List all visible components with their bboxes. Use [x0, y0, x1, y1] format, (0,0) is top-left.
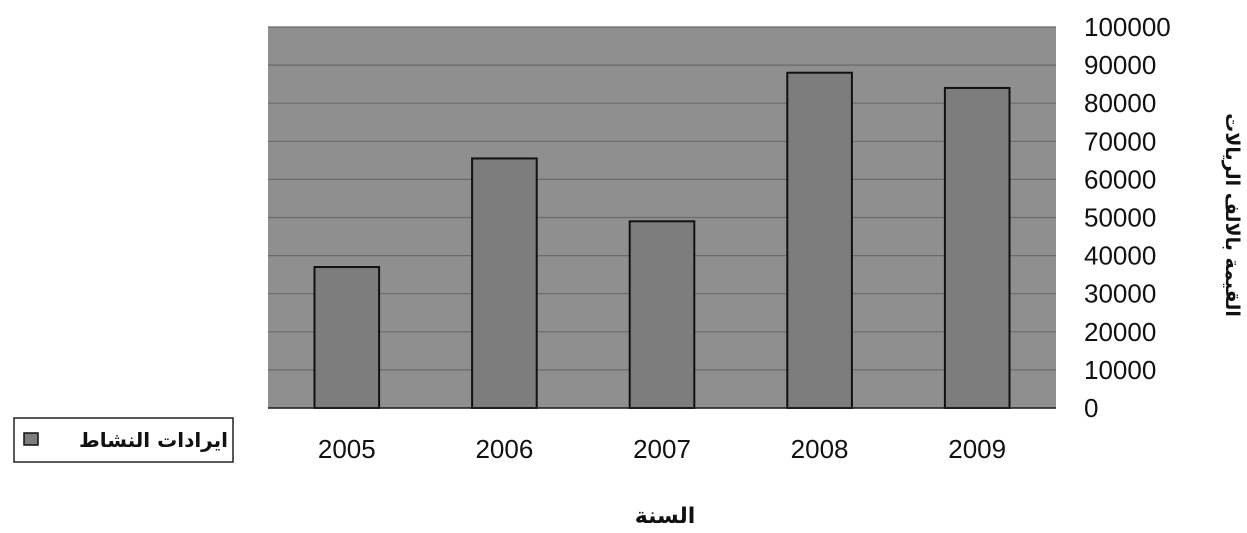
legend-frame: [13, 417, 234, 463]
y-tick-label: 0: [1084, 393, 1098, 423]
x-axis-title: السنة: [635, 504, 696, 529]
y-tick-label: 10000: [1084, 355, 1156, 385]
y-tick-label: 40000: [1084, 241, 1156, 271]
x-tick-label: 2005: [318, 434, 376, 464]
x-tick-label: 2006: [475, 434, 533, 464]
y-tick-label: 50000: [1084, 203, 1156, 233]
bars: [268, 71, 1056, 410]
y-tick-label: 80000: [1084, 88, 1156, 118]
bar-2006: [471, 157, 538, 409]
bar-2007: [628, 220, 696, 409]
y-tick-label: 70000: [1084, 126, 1156, 156]
y-tick-label: 60000: [1084, 164, 1156, 194]
x-tick-labels: 2005 2006 2007 2008 2009: [318, 434, 1006, 464]
legend-swatch: [23, 432, 39, 446]
y-tick-label: 90000: [1084, 50, 1156, 80]
bar-2009: [943, 86, 1011, 410]
x-tick-label: 2009: [948, 434, 1006, 464]
y-tick-label: 20000: [1084, 317, 1156, 347]
x-tick-label: 2008: [791, 434, 849, 464]
y-tick-labels: 0 10000 20000 30000 40000 50000 60000 70000 8000…: [1084, 12, 1171, 423]
bar-2008: [786, 71, 853, 409]
y-tick-label: 100000: [1084, 12, 1171, 42]
y-axis-title: القيمة بالالف الريالات: [1221, 113, 1243, 317]
legend-label: ايرادات النشاط: [79, 428, 228, 452]
x-tick-label: 2007: [633, 434, 691, 464]
legend: ايرادات النشاط: [13, 417, 234, 463]
y-tick-label: 30000: [1084, 279, 1156, 309]
bar-2005: [313, 266, 381, 409]
